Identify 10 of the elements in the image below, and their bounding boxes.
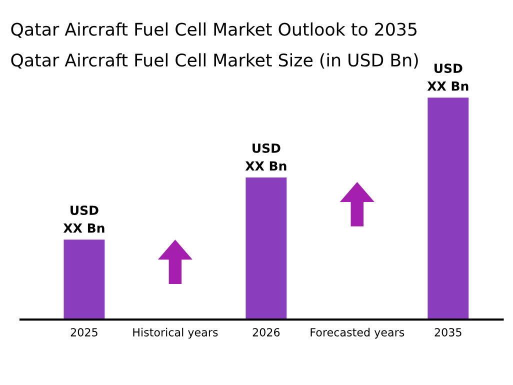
annotation: USD XX Bn (63, 206, 104, 233)
chart-subtitle: Qatar Aircraft Fuel Cell Market Size (in USD Bn) (11, 53, 418, 69)
x-tick-label: 2035 (434, 328, 462, 336)
x-tick-label: Forecasted years (310, 328, 404, 339)
annotation: USD XX Bn (427, 64, 468, 91)
x-tick-label: Historical years (133, 328, 218, 339)
annotation: USD XX Bn (245, 143, 286, 171)
chart-title: Qatar Aircraft Fuel Cell Market Outlook to 2035 (11, 22, 417, 38)
x-tick-label: 2026 (252, 328, 280, 336)
x-tick-label: 2025 (70, 328, 98, 336)
